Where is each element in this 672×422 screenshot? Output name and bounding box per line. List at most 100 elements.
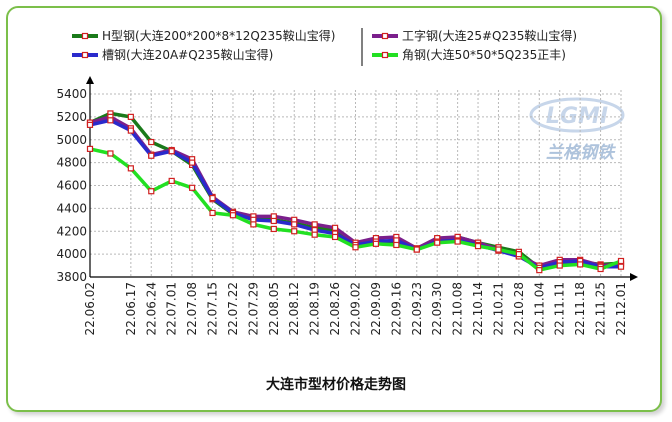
data-point bbox=[291, 221, 298, 228]
data-point bbox=[86, 121, 94, 128]
x-tick-label: 22.11.25 bbox=[594, 282, 608, 335]
legend-item: 角钢(大连50*50*5Q235正丰) bbox=[372, 47, 566, 62]
x-tick-label: 22.08.19 bbox=[308, 282, 322, 335]
watermark: LGMI 兰格钢铁 bbox=[529, 97, 625, 163]
data-point bbox=[331, 233, 339, 241]
data-point bbox=[229, 212, 237, 219]
data-point bbox=[86, 145, 94, 152]
grid bbox=[89, 90, 622, 278]
data-point bbox=[168, 177, 175, 185]
axes: 3800 4000 4200 4400 4600 4800 5000 5200 5400 22.0… bbox=[56, 76, 638, 335]
watermark-text: 兰格钢铁 bbox=[546, 143, 617, 163]
data-point bbox=[536, 267, 543, 274]
x-tick-label: 22.09.16 bbox=[389, 282, 403, 335]
data-point bbox=[148, 188, 155, 195]
y-tick-label: 5400 bbox=[56, 87, 87, 101]
legend-label: 槽钢(大连20A#Q235鞍山宝得) bbox=[102, 47, 273, 62]
legend-label: 工字钢(大连25#Q235鞍山宝得) bbox=[402, 28, 577, 43]
data-point bbox=[577, 261, 584, 268]
x-tick-label: 22.10.21 bbox=[491, 282, 505, 335]
legend-marker bbox=[381, 51, 389, 59]
data-point bbox=[331, 224, 339, 231]
legend-marker bbox=[81, 32, 89, 40]
data-point bbox=[168, 148, 175, 155]
data-point bbox=[148, 152, 155, 159]
data-point bbox=[495, 246, 502, 253]
chart-title: 大连市型材价格走势图 bbox=[266, 376, 406, 393]
legend-item: 槽钢(大连20A#Q235鞍山宝得) bbox=[72, 47, 273, 62]
x-tick-label: 22.06.02 bbox=[83, 282, 97, 335]
legend-marker bbox=[381, 32, 389, 40]
x-tick-label: 22.06.17 bbox=[124, 282, 138, 335]
data-point bbox=[413, 246, 420, 253]
data-point bbox=[107, 150, 114, 157]
data-point bbox=[556, 262, 563, 269]
data-point bbox=[352, 244, 359, 251]
data-point bbox=[515, 251, 522, 258]
data-point bbox=[291, 228, 298, 235]
watermark-logo: LGMI bbox=[546, 104, 608, 129]
data-point bbox=[270, 217, 277, 225]
legend-marker bbox=[81, 51, 89, 59]
x-tick-label: 22.07.15 bbox=[206, 282, 220, 335]
watermark-logo-ring bbox=[529, 97, 625, 133]
x-tick-label: 22.11.04 bbox=[532, 282, 546, 335]
series-4 bbox=[86, 145, 625, 274]
data-point bbox=[209, 194, 216, 202]
x-tick-label: 22.10.08 bbox=[451, 282, 465, 335]
y-axis-arrow bbox=[86, 76, 94, 84]
x-tick-label: 22.08.26 bbox=[328, 282, 342, 335]
x-tick-label: 22.07.01 bbox=[165, 282, 179, 335]
x-tick-label: 22.08.05 bbox=[267, 282, 281, 335]
x-axis-arrow bbox=[630, 273, 638, 281]
legend-item: H型钢(大连200*200*8*12Q235鞍山宝得) bbox=[72, 28, 335, 43]
data-point bbox=[597, 265, 604, 273]
data-point bbox=[189, 184, 196, 191]
y-tick-label: 4200 bbox=[56, 224, 87, 238]
x-tick-label: 22.07.29 bbox=[246, 282, 260, 335]
x-tick-label: 22.11.18 bbox=[573, 282, 587, 335]
x-tick-label: 22.08.12 bbox=[287, 282, 301, 335]
y-tick-label: 4600 bbox=[56, 179, 87, 193]
x-tick-label: 22.09.23 bbox=[410, 282, 424, 335]
data-point bbox=[372, 240, 380, 247]
data-point bbox=[434, 239, 441, 246]
y-tick-label: 3800 bbox=[56, 270, 87, 284]
chart-frame bbox=[6, 6, 662, 412]
data-point bbox=[209, 209, 216, 217]
data-point bbox=[127, 165, 134, 172]
data-point bbox=[617, 263, 625, 270]
data-point bbox=[189, 159, 196, 166]
x-tick-label: 22.09.09 bbox=[369, 282, 383, 335]
data-point bbox=[250, 221, 257, 228]
data-point bbox=[393, 241, 400, 249]
x-tick-label: 22.06.24 bbox=[144, 282, 158, 335]
data-point bbox=[127, 113, 134, 120]
data-point bbox=[617, 257, 625, 265]
y-tick-label: 4800 bbox=[56, 156, 87, 170]
x-tick-label: 22.12.01 bbox=[614, 282, 628, 335]
data-point bbox=[270, 225, 277, 233]
y-tick-label: 4400 bbox=[56, 201, 87, 215]
legend: H型钢(大连200*200*8*12Q235鞍山宝得) 槽钢(大连20A#Q235… bbox=[72, 28, 577, 66]
data-point bbox=[127, 127, 134, 134]
y-tick-label: 4000 bbox=[56, 247, 87, 261]
x-tick-label: 22.10.14 bbox=[471, 282, 485, 335]
x-tick-label: 22.09.02 bbox=[349, 282, 363, 335]
x-tick-label: 22.10.28 bbox=[512, 282, 526, 335]
x-tick-label: 22.09.30 bbox=[430, 282, 444, 335]
y-tick-label: 5000 bbox=[56, 133, 87, 147]
x-tick-label: 22.07.22 bbox=[226, 282, 240, 335]
data-point bbox=[311, 231, 318, 238]
data-point bbox=[454, 238, 461, 245]
data-point bbox=[474, 243, 482, 250]
series-group bbox=[86, 110, 625, 274]
legend-item: 工字钢(大连25#Q235鞍山宝得) bbox=[372, 28, 577, 43]
legend-label: 角钢(大连50*50*5Q235正丰) bbox=[402, 47, 566, 62]
legend-label: H型钢(大连200*200*8*12Q235鞍山宝得) bbox=[102, 28, 335, 43]
x-tick-label: 22.11.11 bbox=[553, 282, 567, 335]
x-tick-label: 22.07.08 bbox=[185, 282, 199, 335]
data-point bbox=[107, 117, 114, 124]
data-point bbox=[148, 138, 155, 146]
